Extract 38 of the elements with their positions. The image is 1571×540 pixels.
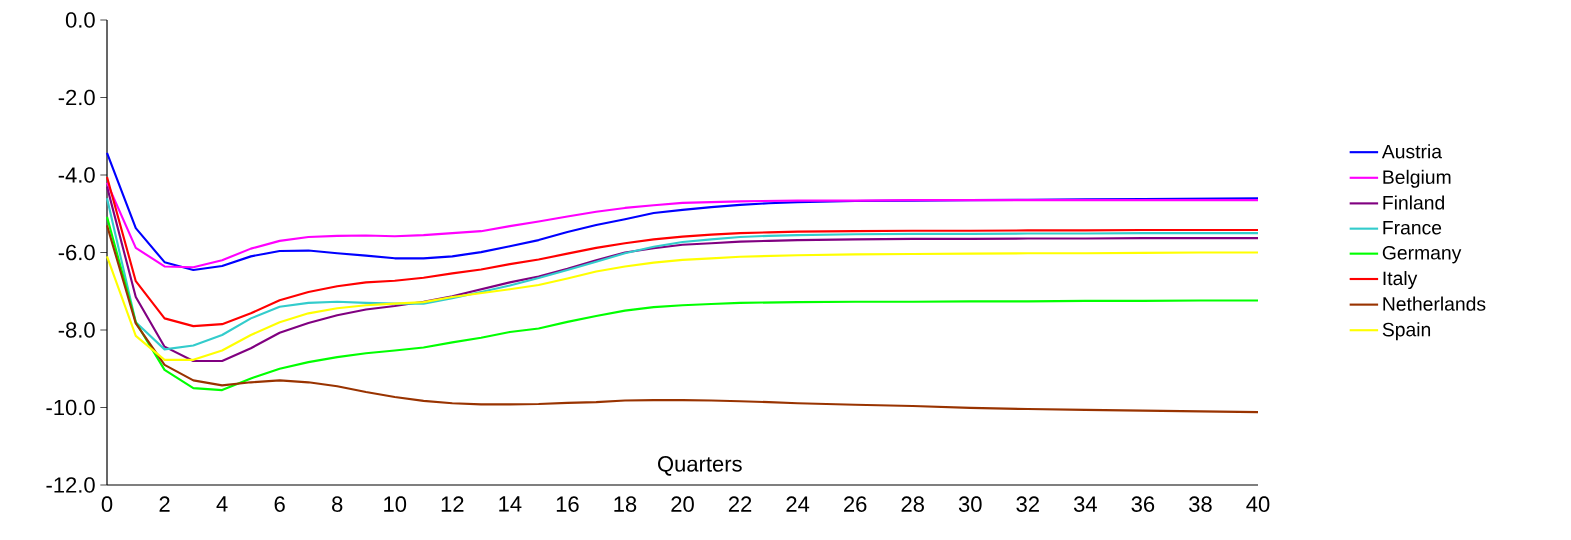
x-tick-label: 6 — [274, 496, 285, 512]
legend-label: Austria — [1381, 144, 1443, 159]
x-tick-label: 32 — [1016, 496, 1039, 512]
x-tick-label: 14 — [499, 496, 522, 512]
y-tick-label: -6.0 — [58, 244, 95, 261]
x-tick-label: 8 — [332, 496, 343, 512]
x-tick-label: 2 — [159, 496, 170, 512]
x-tick-label: 12 — [441, 496, 464, 512]
legend-label: Finland — [1383, 195, 1444, 210]
x-tick-label: 0 — [101, 496, 113, 512]
legend-label: Germany — [1382, 245, 1462, 264]
x-tick-label: 24 — [786, 496, 810, 512]
y-tick-label: -8.0 — [58, 322, 95, 338]
x-tick-label: 4 — [216, 496, 228, 512]
x-tick-label: 34 — [1073, 496, 1097, 512]
x-tick-label: 10 — [384, 496, 407, 512]
x-tick-label: 40 — [1246, 496, 1270, 512]
x-tick-label: 22 — [728, 496, 752, 512]
y-tick-label: -4.0 — [58, 167, 95, 183]
y-tick-label: 0.0 — [65, 12, 95, 28]
x-tick-label: 38 — [1189, 496, 1212, 512]
legend-label: Netherlands — [1383, 296, 1486, 311]
line-series — [105, 224, 1260, 414]
x-tick-label: 36 — [1131, 496, 1155, 512]
legend-label: Italy — [1383, 271, 1418, 290]
legend-label: Belgium — [1383, 169, 1451, 188]
y-tick-label: -2.0 — [58, 89, 95, 106]
x-tick-label: 30 — [958, 496, 982, 512]
legend-label: Spain — [1382, 322, 1431, 341]
x-tick-label: 16 — [556, 496, 579, 512]
x-tick-label: 18 — [614, 496, 637, 512]
x-axis-title: Quarters — [658, 456, 742, 476]
x-tick-label: 28 — [901, 496, 924, 512]
legend-label: France — [1383, 221, 1442, 235]
y-tick-label: -10.0 — [46, 399, 95, 416]
x-tick-label: 20 — [671, 496, 694, 512]
x-tick-label: 26 — [844, 496, 867, 512]
y-tick-label: -12.0 — [46, 477, 95, 493]
